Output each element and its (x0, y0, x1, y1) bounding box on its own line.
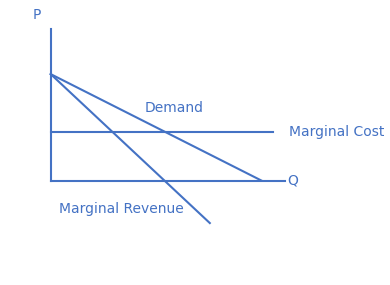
Text: P: P (32, 9, 41, 23)
Text: Q: Q (287, 174, 298, 188)
Text: Marginal Revenue: Marginal Revenue (58, 202, 183, 216)
Text: Demand: Demand (144, 101, 203, 115)
Text: Marginal Cost: Marginal Cost (289, 125, 385, 139)
